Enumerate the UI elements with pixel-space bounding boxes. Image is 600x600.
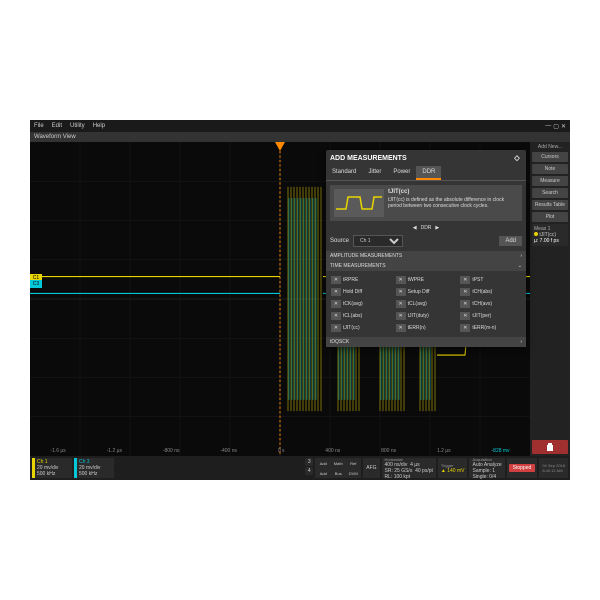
nav-category: DDR (421, 225, 432, 231)
meas-setupdiff[interactable]: ✕Setup Diff (395, 287, 458, 297)
add-math-button[interactable]: Add (316, 459, 330, 468)
next-meas-icon[interactable]: ▶ (435, 225, 439, 231)
add-button[interactable]: Add (499, 236, 522, 246)
dialog-close-icon[interactable]: ◇ (512, 153, 522, 163)
chevron-right-icon: › (520, 253, 522, 259)
tdqsck-section[interactable]: tDQSCK› (326, 337, 526, 347)
trigger-info[interactable]: Trigger ▲ 140 mV (438, 458, 468, 478)
prev-meas-icon[interactable]: ◀ (413, 225, 417, 231)
measure-button[interactable]: Measure (532, 176, 568, 186)
meas-tclabs[interactable]: ✕tCL(abs) (330, 311, 393, 321)
source-select[interactable]: Ch 1 (353, 235, 403, 247)
add-measurements-dialog: ADD MEASUREMENTS ◇ Standard Jitter Power… (326, 150, 526, 347)
add-bus-button[interactable]: Add (316, 469, 330, 478)
math-button[interactable]: Math (331, 459, 345, 468)
tab-jitter[interactable]: Jitter (362, 166, 387, 180)
ch4-toggle[interactable]: 4 (305, 467, 313, 475)
bus-button[interactable]: Bus (331, 469, 345, 478)
results-table-button[interactable]: Results Table (532, 200, 568, 210)
measurement-badge[interactable]: Meas 1 tJIT(cc) µ: 7.00 f ps (532, 224, 568, 246)
menu-help[interactable]: Help (93, 123, 105, 129)
ch1-badge[interactable]: Ch 1 20 mv/div 500 kHz (32, 458, 72, 478)
time-measurements-grid: ✕tRPRE ✕tWPRE ✕tPST ✕Hold Diff ✕Setup Di… (326, 271, 526, 337)
meas-tchabs[interactable]: ✕tCH(abs) (459, 287, 522, 297)
meas-tjitduty[interactable]: ✕tJIT(duty) (395, 311, 458, 321)
measurement-preview: tJIT(cc) tJIT(cc) is defined as the abso… (330, 185, 522, 221)
preview-description: tJIT(cc) is defined as the absolute diff… (388, 197, 518, 210)
meas-tclavg[interactable]: ✕tCL(avg) (395, 299, 458, 309)
menu-edit[interactable]: Edit (52, 123, 62, 129)
search-button[interactable]: Search (532, 188, 568, 198)
ch3-badge[interactable]: Ch 3 20 mv/div 500 kHz (74, 458, 114, 478)
chevron-down-icon: ⌄ (518, 263, 522, 269)
acquisition-info[interactable]: Acquisition Auto Analyze Sample: 1 Singl… (469, 458, 504, 478)
ch3-toggle[interactable]: 3 (305, 458, 313, 466)
run-state[interactable]: Stopped (507, 458, 538, 478)
dialog-title: ADD MEASUREMENTS (330, 155, 407, 162)
meas-twpre[interactable]: ✕tWPRE (395, 275, 458, 285)
time-axis: -1.6 µs-1.2 µs -800 ns-400 ns 0 s400 ns … (30, 448, 530, 454)
ch3-marker[interactable]: C3 (30, 280, 42, 288)
cursors-button[interactable]: Cursors (532, 152, 568, 162)
horizontal-info[interactable]: Horizontal 400 ns/div 4 µs SR: 25 GS/s 4… (382, 458, 436, 478)
view-tab-bar: Waveform View (30, 132, 570, 142)
preview-name: tJIT(cc) (388, 189, 518, 197)
ref-button[interactable]: Ref (346, 459, 360, 468)
source-label: Source (330, 238, 349, 244)
dvm-button[interactable]: DVM (346, 469, 360, 478)
dialog-tabs: Standard Jitter Power DDR (326, 166, 526, 181)
delete-button[interactable] (532, 440, 568, 454)
window-max-icon[interactable]: ▢ (553, 123, 559, 130)
tab-power[interactable]: Power (387, 166, 416, 180)
meas-tchavs[interactable]: ✕tCH(avs) (459, 299, 522, 309)
window-min-icon[interactable]: — (545, 123, 551, 130)
note-button[interactable]: Note (532, 164, 568, 174)
window-close-icon[interactable]: ✕ (561, 123, 566, 130)
amplitude-section[interactable]: AMPLITUDE MEASUREMENTS› (326, 251, 526, 261)
meas-tckavg[interactable]: ✕tCK(avg) (330, 299, 393, 309)
inactive-channels: 3 4 (305, 458, 313, 478)
chevron-right-icon: › (520, 339, 522, 345)
bottom-bar: Ch 1 20 mv/div 500 kHz Ch 3 20 mv/div 50… (30, 456, 570, 480)
tab-ddr[interactable]: DDR (416, 166, 441, 180)
menu-bar: File Edit Utility Help — ▢ ✕ (30, 120, 570, 132)
meas-terrn[interactable]: ✕tERR(n) (395, 323, 458, 333)
datetime: 04 Sep 2018 8:42:12 AM (539, 458, 568, 478)
meas-terrmn[interactable]: ✕tERR(m-n) (459, 323, 522, 333)
plot-button[interactable]: Plot (532, 212, 568, 222)
oscilloscope-window: File Edit Utility Help — ▢ ✕ Waveform Vi… (30, 120, 570, 480)
meas-holddiff[interactable]: ✕Hold Diff (330, 287, 393, 297)
meas-tjitper[interactable]: ✕tJIT(per) (459, 311, 522, 321)
time-section[interactable]: TIME MEASUREMENTS⌄ (326, 261, 526, 271)
afg-button[interactable]: AFG (363, 458, 379, 478)
menu-file[interactable]: File (34, 123, 44, 129)
meas-tpst[interactable]: ✕tPST (459, 275, 522, 285)
tab-standard[interactable]: Standard (326, 166, 362, 180)
meas-tjitcc[interactable]: ✕tJIT(cc) (330, 323, 393, 333)
preview-waveform-icon (334, 189, 384, 217)
meas-trpre[interactable]: ✕tRPRE (330, 275, 393, 285)
add-new-label: Add New... (532, 144, 568, 150)
tool-grid: Add Math Ref Add Bus DVM (315, 458, 361, 478)
right-panel: Add New... Cursors Note Measure Search R… (530, 142, 570, 456)
trash-icon (545, 442, 555, 452)
stopped-badge: Stopped (509, 464, 536, 472)
tab-waveform-view[interactable]: Waveform View (34, 134, 76, 140)
menu-utility[interactable]: Utility (70, 123, 85, 129)
